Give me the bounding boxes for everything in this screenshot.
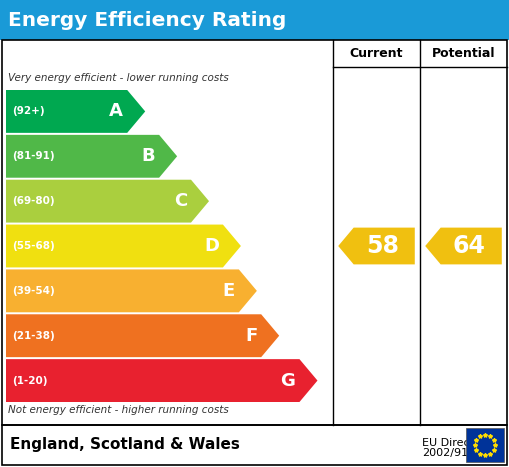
Text: B: B: [142, 147, 155, 165]
Polygon shape: [6, 314, 279, 357]
Text: Current: Current: [350, 47, 403, 60]
Polygon shape: [6, 180, 209, 223]
Bar: [466, 428, 504, 462]
Text: Not energy efficient - higher running costs: Not energy efficient - higher running co…: [8, 405, 229, 415]
Text: Very energy efficient - lower running costs: Very energy efficient - lower running co…: [8, 73, 229, 83]
Text: Energy Efficiency Rating: Energy Efficiency Rating: [8, 10, 287, 29]
Bar: [2, 40, 507, 425]
Polygon shape: [425, 227, 502, 264]
Polygon shape: [338, 227, 415, 264]
Text: (92+): (92+): [12, 106, 45, 116]
Text: Potential: Potential: [432, 47, 495, 60]
Text: 58: 58: [366, 234, 399, 258]
Text: A: A: [109, 102, 123, 120]
Text: (55-68): (55-68): [12, 241, 55, 251]
Text: (81-91): (81-91): [12, 151, 54, 161]
Polygon shape: [6, 135, 177, 178]
Text: E: E: [222, 282, 235, 300]
Polygon shape: [6, 90, 145, 133]
Bar: [2, 425, 507, 465]
Text: (21-38): (21-38): [12, 331, 55, 341]
Text: F: F: [245, 327, 257, 345]
Text: (69-80): (69-80): [12, 196, 54, 206]
Text: G: G: [280, 372, 296, 389]
Text: 2002/91/EC: 2002/91/EC: [422, 448, 487, 458]
Text: D: D: [204, 237, 219, 255]
Text: 64: 64: [453, 234, 486, 258]
Text: (39-54): (39-54): [12, 286, 55, 296]
Text: England, Scotland & Wales: England, Scotland & Wales: [10, 438, 240, 453]
Text: C: C: [174, 192, 187, 210]
Text: (1-20): (1-20): [12, 375, 47, 386]
Text: EU Directive: EU Directive: [422, 438, 491, 448]
Bar: [0, 0, 509, 40]
Polygon shape: [6, 359, 318, 402]
Polygon shape: [6, 225, 241, 268]
Polygon shape: [6, 269, 257, 312]
